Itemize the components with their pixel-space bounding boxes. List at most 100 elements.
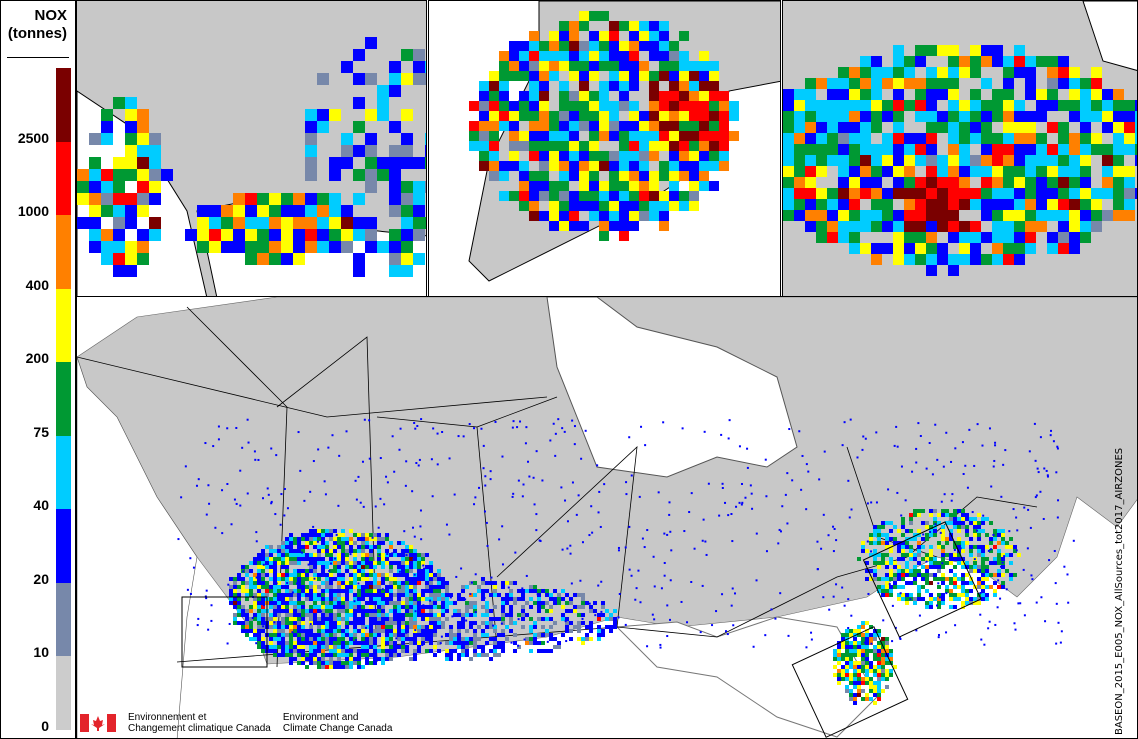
emission-cell: [539, 111, 549, 121]
emission-cell: [297, 545, 301, 549]
emission-cell: [381, 557, 385, 561]
emission-cell: [349, 577, 353, 581]
emission-cell: [321, 661, 325, 665]
emission-cell: [805, 89, 816, 100]
emission-cell: [305, 205, 317, 217]
emission-cell: [569, 131, 579, 141]
emission-cell: [341, 553, 345, 557]
emission-cell: [253, 633, 257, 637]
emission-cell: [365, 657, 369, 661]
emission-cell: [397, 565, 401, 569]
emission-cell: [1025, 210, 1036, 221]
emission-cell: [948, 232, 959, 243]
emission-cell: [959, 155, 970, 166]
emission-cell: [871, 155, 882, 166]
main-map-canada: [76, 296, 1138, 739]
emission-cell: [381, 577, 385, 581]
emission-cell: [992, 232, 1003, 243]
emission-cell: [679, 81, 689, 91]
emission-cell: [893, 67, 904, 78]
legend-tick-label: 2500: [17, 129, 49, 146]
emission-cell: [1091, 144, 1102, 155]
emission-cell: [341, 205, 353, 217]
emission-cell: [669, 91, 679, 101]
emission-cell: [519, 181, 529, 191]
emission-cell: [599, 161, 609, 171]
emission-cell: [970, 188, 981, 199]
emission-cell: [529, 51, 539, 61]
emission-cell: [417, 641, 421, 645]
emission-cell: [433, 613, 437, 617]
emission-cell: [838, 210, 849, 221]
emission-cell: [659, 71, 669, 81]
emission-cell: [509, 131, 519, 141]
emission-cell: [289, 661, 293, 665]
emission-cell: [349, 613, 353, 617]
emission-cell: [269, 241, 281, 253]
emission-cell: [417, 557, 421, 561]
emission-cell: [401, 73, 413, 85]
emission-cell: [926, 133, 937, 144]
emission-cell: [893, 210, 904, 221]
emission-cell: [479, 91, 489, 101]
emission-cell: [1080, 177, 1091, 188]
emission-cell: [137, 133, 149, 145]
emission-cell: [893, 56, 904, 67]
emission-cell: [1102, 122, 1113, 133]
emission-cell: [345, 641, 349, 645]
emission-cell: [429, 585, 433, 589]
emission-cell: [1003, 232, 1014, 243]
emission-cell: [1113, 89, 1124, 100]
emission-cell: [882, 78, 893, 89]
emission-cell: [589, 11, 599, 21]
emission-cell: [293, 241, 305, 253]
emission-cell: [413, 557, 417, 561]
emission-cell: [794, 199, 805, 210]
emission-cell: [325, 633, 329, 637]
emission-cell: [959, 166, 970, 177]
emission-cell: [305, 585, 309, 589]
emission-cell: [816, 111, 827, 122]
emission-cell: [1102, 89, 1113, 100]
emission-cell: [229, 597, 233, 601]
emission-cell: [1047, 177, 1058, 188]
emission-cell: [265, 565, 269, 569]
emission-cell: [325, 661, 329, 665]
emission-cell: [353, 601, 357, 605]
emission-cell: [365, 553, 369, 557]
emission-cell: [838, 67, 849, 78]
emission-cell: [281, 557, 285, 561]
emission-cell: [305, 569, 309, 573]
emission-cell: [289, 577, 293, 581]
emission-cell: [305, 609, 309, 613]
emission-cell: [245, 609, 249, 613]
emission-cell: [579, 221, 589, 231]
emission-cell: [137, 253, 149, 265]
emission-cell: [301, 537, 305, 541]
emission-cell: [317, 657, 321, 661]
emission-cell: [265, 573, 269, 577]
emission-cell: [1135, 122, 1137, 133]
emission-cell: [405, 593, 409, 597]
emission-cell: [357, 533, 361, 537]
emission-cell: [89, 229, 101, 241]
emission-cell: [369, 549, 373, 553]
emission-cell: [301, 657, 305, 661]
emission-cell: [413, 205, 425, 217]
emission-cell: [221, 229, 233, 241]
emission-cell: [257, 557, 261, 561]
emission-cell: [794, 144, 805, 155]
emission-cell: [937, 45, 948, 56]
emission-cell: [413, 549, 417, 553]
emission-cell: [325, 597, 329, 601]
emission-cell: [948, 133, 959, 144]
emission-cell: [838, 232, 849, 243]
emission-cell: [317, 217, 329, 229]
emission-cell: [609, 41, 619, 51]
emission-cell: [539, 181, 549, 191]
emission-cell: [1036, 100, 1047, 111]
emission-cell: [926, 67, 937, 78]
emission-cell: [937, 199, 948, 210]
emission-cell: [345, 609, 349, 613]
emission-cell: [341, 549, 345, 553]
